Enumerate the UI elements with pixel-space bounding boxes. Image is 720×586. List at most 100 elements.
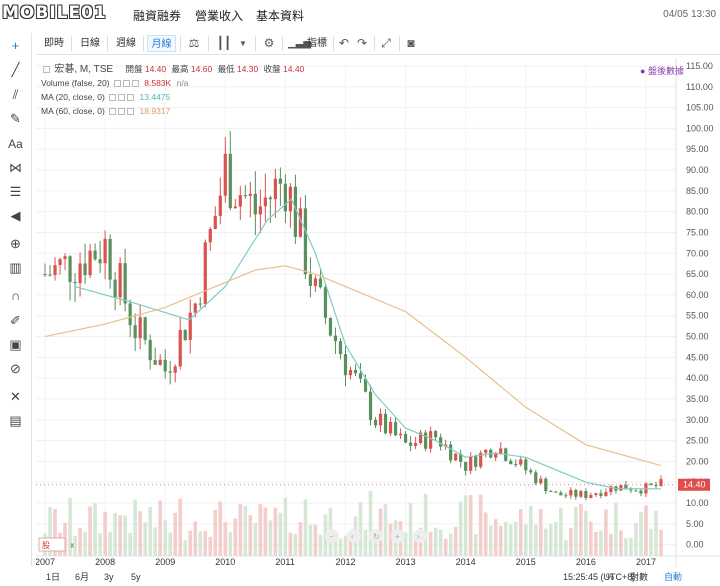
fullscreen-icon[interactable]: ⤢	[381, 36, 391, 50]
visibility-toggle-icon[interactable]	[109, 94, 117, 102]
settings-toggle-icon[interactable]	[118, 94, 126, 102]
volume-value-secondary: n/a	[176, 78, 189, 88]
zoom-controls-bg[interactable]	[325, 529, 339, 543]
volume-bar	[538, 509, 543, 556]
candle-body	[378, 413, 383, 426]
volume-bar	[649, 528, 653, 556]
chart-area[interactable]: 115.00 110.00 105.00 100.00 95.00 90.00 85.00 8…	[35, 58, 720, 567]
percent-scale-button[interactable]: %	[606, 572, 615, 582]
volume-bar	[569, 527, 573, 556]
candle-body	[629, 489, 633, 491]
y-tick-label: 55.00	[686, 311, 709, 321]
period-weekly-button[interactable]: 週線	[116, 38, 136, 49]
arrow-left-icon[interactable]: ◀	[10, 208, 21, 223]
visibility-toggle-icon[interactable]	[109, 108, 117, 116]
volume-bar	[173, 512, 178, 556]
remove-indicator-icon[interactable]	[127, 94, 135, 102]
indicators-button[interactable]: 指標	[307, 38, 327, 49]
volume-bar	[433, 527, 438, 556]
compare-icon[interactable]: ⚖	[188, 36, 200, 50]
zoom-controls: − ‹ ↻ + ›	[325, 529, 427, 543]
candle-body	[43, 274, 47, 276]
volume-bar	[238, 504, 243, 556]
candle-body	[308, 274, 313, 286]
gear-icon[interactable]: ⚙	[263, 36, 275, 50]
candle-body	[48, 274, 52, 276]
range-5y-button[interactable]: 5y	[131, 572, 141, 582]
redo-icon[interactable]: ↷	[356, 36, 368, 50]
candle-body	[248, 193, 252, 196]
volume-bar	[213, 509, 218, 556]
range-6m-button[interactable]: 6月	[75, 572, 90, 582]
nav-link-revenue[interactable]: 營業收入	[195, 9, 244, 23]
remove-indicator-icon[interactable]	[127, 108, 135, 116]
candle-body	[439, 437, 443, 447]
candle-body	[58, 259, 62, 266]
candle-style-icon[interactable]: ┃┃	[216, 36, 232, 50]
ruler-icon[interactable]: ▥	[9, 260, 22, 275]
brush-icon[interactable]: ✎	[10, 111, 21, 126]
ohlc-close-value: 14.40	[283, 64, 305, 74]
auto-scale-button[interactable]: 自動	[664, 572, 683, 582]
candle-body	[288, 186, 292, 212]
volume-bar	[258, 504, 263, 556]
volume-bar	[138, 511, 142, 556]
undo-icon[interactable]: ↶	[338, 36, 350, 50]
scroll-left-bg[interactable]	[347, 529, 361, 543]
hide-icon[interactable]: ⊘	[10, 361, 21, 376]
volume-bar	[589, 521, 593, 556]
measure-icon[interactable]: ☰	[9, 184, 22, 199]
brand-logo[interactable]: MOBILE01	[2, 3, 107, 23]
camera-icon[interactable]: ◙	[407, 36, 415, 50]
range-1d-button[interactable]: 1日	[46, 572, 61, 582]
indicators-icon[interactable]: ▁▃▅	[288, 38, 312, 49]
magnet-icon[interactable]: ∩	[10, 288, 21, 303]
volume-bar	[513, 521, 518, 556]
trash-icon[interactable]: ▤	[9, 413, 22, 428]
ma20-value: 13.4475	[139, 92, 171, 102]
volume-bar	[549, 524, 553, 556]
reset-bg[interactable]	[369, 529, 383, 543]
remove-indicator-icon[interactable]	[131, 80, 139, 88]
chevron-down-icon[interactable]: ▼	[239, 39, 247, 48]
range-3y-button[interactable]: 3y	[104, 572, 114, 582]
stay-drawing-icon[interactable]: ✐	[10, 313, 21, 328]
pattern-icon[interactable]: ⋈	[9, 160, 22, 175]
volume-bar	[183, 540, 188, 556]
period-monthly-button[interactable]: 月線	[147, 35, 176, 52]
period-daily-button[interactable]: 日線	[80, 38, 100, 49]
y-tick-label: 100.00	[686, 123, 714, 133]
candle-body	[639, 490, 643, 494]
candle-body	[469, 456, 473, 471]
period-intraday-button[interactable]: 即時	[44, 38, 64, 49]
text-tool-icon[interactable]: Aa	[8, 137, 23, 151]
volume-bar	[438, 529, 443, 556]
volume-bar	[343, 535, 348, 556]
volume-bar	[559, 507, 563, 556]
crosshair-icon[interactable]: +	[11, 38, 20, 53]
volume-bar	[128, 532, 132, 556]
scroll-right-bg[interactable]	[413, 529, 427, 543]
zoom-icon[interactable]: ⊕	[10, 236, 21, 251]
collapse-legend-icon[interactable]	[43, 66, 50, 74]
zoom-in-bg[interactable]	[391, 529, 405, 543]
settings-toggle-icon[interactable]	[118, 108, 126, 116]
volume-bar	[178, 498, 183, 556]
candle-body	[178, 329, 182, 367]
volume-bar	[543, 528, 548, 556]
remove-tools-icon[interactable]: ✕	[10, 389, 21, 404]
lock-icon[interactable]: ▣	[9, 337, 22, 352]
visibility-toggle-icon[interactable]	[113, 80, 121, 88]
fork-icon[interactable]: ⫽	[12, 87, 19, 102]
price-chart[interactable]: 115.00 110.00 105.00 100.00 95.00 90.00 85.00 8…	[35, 58, 720, 567]
trend-line-icon[interactable]: ╱	[11, 62, 20, 77]
y-tick-label: 35.00	[686, 394, 709, 404]
y-tick-label: 85.00	[686, 186, 709, 196]
watermark: 股 ⧗	[38, 537, 74, 552]
nav-link-profile[interactable]: 基本資料	[256, 9, 305, 23]
nav-link-margin[interactable]: 融資融券	[133, 9, 182, 23]
log-scale-button[interactable]: 對數	[630, 572, 649, 582]
settings-toggle-icon[interactable]	[122, 80, 130, 88]
y-tick-label: 40.00	[686, 373, 709, 383]
last-price-tag	[678, 478, 710, 491]
